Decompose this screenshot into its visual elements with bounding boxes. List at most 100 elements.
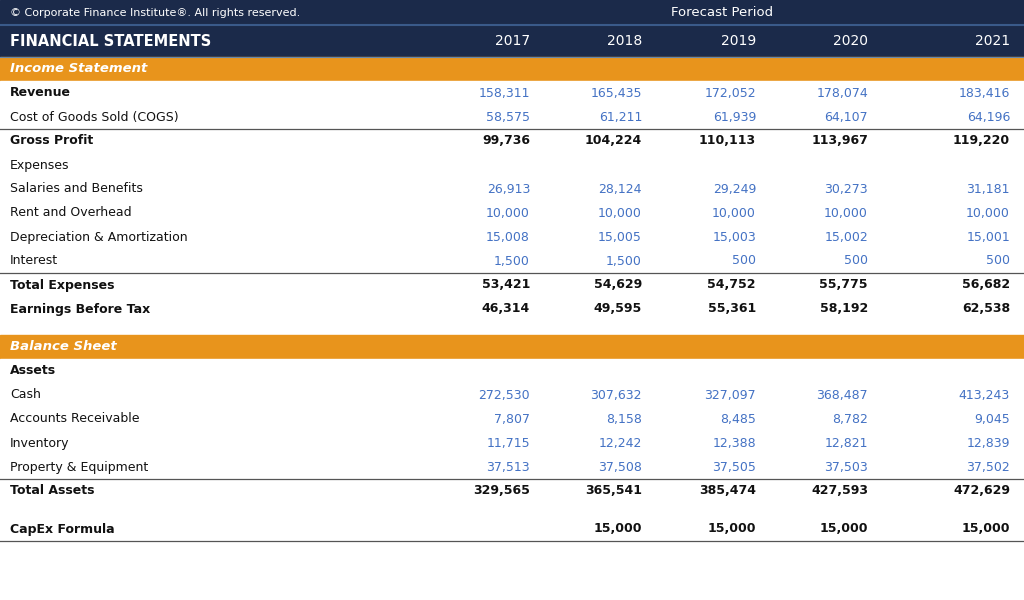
Text: 37,503: 37,503 xyxy=(824,461,868,473)
Text: 15,008: 15,008 xyxy=(486,230,530,244)
Text: 2020: 2020 xyxy=(833,34,868,48)
Text: 8,158: 8,158 xyxy=(606,413,642,425)
Bar xyxy=(0,153,1024,177)
Text: Cash: Cash xyxy=(10,389,41,401)
Text: Assets: Assets xyxy=(10,364,56,377)
Text: 158,311: 158,311 xyxy=(478,86,530,100)
Text: 30,273: 30,273 xyxy=(824,182,868,196)
Text: 54,752: 54,752 xyxy=(708,278,756,292)
Text: 37,505: 37,505 xyxy=(712,461,756,473)
Text: 8,782: 8,782 xyxy=(833,413,868,425)
Text: 10,000: 10,000 xyxy=(486,206,530,220)
Text: 37,502: 37,502 xyxy=(967,461,1010,473)
Bar xyxy=(0,0,1024,25)
Text: 15,000: 15,000 xyxy=(962,523,1010,535)
Bar xyxy=(0,201,1024,225)
Bar xyxy=(0,273,1024,297)
Text: Revenue: Revenue xyxy=(10,86,71,100)
Text: Income Statement: Income Statement xyxy=(10,62,147,76)
Text: Rent and Overhead: Rent and Overhead xyxy=(10,206,132,220)
Text: 15,000: 15,000 xyxy=(708,523,756,535)
Text: 500: 500 xyxy=(732,254,756,268)
Text: 15,000: 15,000 xyxy=(819,523,868,535)
Text: 26,913: 26,913 xyxy=(486,182,530,196)
Text: Gross Profit: Gross Profit xyxy=(10,134,93,148)
Text: 7,807: 7,807 xyxy=(494,413,530,425)
Text: 413,243: 413,243 xyxy=(958,389,1010,401)
Text: 37,513: 37,513 xyxy=(486,461,530,473)
Text: 113,967: 113,967 xyxy=(811,134,868,148)
Text: Total Expenses: Total Expenses xyxy=(10,278,115,292)
Text: 119,220: 119,220 xyxy=(953,134,1010,148)
Text: 10,000: 10,000 xyxy=(598,206,642,220)
Text: 327,097: 327,097 xyxy=(705,389,756,401)
Text: 368,487: 368,487 xyxy=(816,389,868,401)
Text: 8,485: 8,485 xyxy=(720,413,756,425)
Bar xyxy=(0,455,1024,479)
Text: 54,629: 54,629 xyxy=(594,278,642,292)
Text: Forecast Period: Forecast Period xyxy=(672,6,773,19)
Text: 12,821: 12,821 xyxy=(824,437,868,449)
Text: 58,575: 58,575 xyxy=(486,110,530,124)
Bar xyxy=(0,517,1024,541)
Text: 12,242: 12,242 xyxy=(599,437,642,449)
Text: 12,388: 12,388 xyxy=(713,437,756,449)
Text: 1,500: 1,500 xyxy=(495,254,530,268)
Text: 2021: 2021 xyxy=(975,34,1010,48)
Text: 55,361: 55,361 xyxy=(708,302,756,316)
Text: 53,421: 53,421 xyxy=(481,278,530,292)
Text: 1,500: 1,500 xyxy=(606,254,642,268)
Text: 62,538: 62,538 xyxy=(962,302,1010,316)
Text: Interest: Interest xyxy=(10,254,58,268)
Text: 15,000: 15,000 xyxy=(594,523,642,535)
Text: 12,839: 12,839 xyxy=(967,437,1010,449)
Text: Accounts Receivable: Accounts Receivable xyxy=(10,413,139,425)
Text: 58,192: 58,192 xyxy=(820,302,868,316)
Text: 500: 500 xyxy=(844,254,868,268)
Text: 31,181: 31,181 xyxy=(967,182,1010,196)
Text: 2019: 2019 xyxy=(721,34,756,48)
Text: 365,541: 365,541 xyxy=(585,485,642,497)
Text: Property & Equipment: Property & Equipment xyxy=(10,461,148,473)
Bar xyxy=(0,431,1024,455)
Text: 307,632: 307,632 xyxy=(591,389,642,401)
Text: Inventory: Inventory xyxy=(10,437,70,449)
Text: 178,074: 178,074 xyxy=(816,86,868,100)
Bar xyxy=(0,297,1024,321)
Bar xyxy=(0,407,1024,431)
Text: 183,416: 183,416 xyxy=(958,86,1010,100)
Text: Depreciation & Amortization: Depreciation & Amortization xyxy=(10,230,187,244)
Text: 329,565: 329,565 xyxy=(473,485,530,497)
Bar xyxy=(0,81,1024,105)
Text: 165,435: 165,435 xyxy=(591,86,642,100)
Text: 11,715: 11,715 xyxy=(486,437,530,449)
Text: Earnings Before Tax: Earnings Before Tax xyxy=(10,302,151,316)
Text: 61,939: 61,939 xyxy=(713,110,756,124)
Text: 28,124: 28,124 xyxy=(598,182,642,196)
Text: 2018: 2018 xyxy=(607,34,642,48)
Text: 472,629: 472,629 xyxy=(953,485,1010,497)
Text: 64,107: 64,107 xyxy=(824,110,868,124)
Text: 10,000: 10,000 xyxy=(712,206,756,220)
Text: 46,314: 46,314 xyxy=(481,302,530,316)
Bar xyxy=(0,479,1024,503)
Text: 29,249: 29,249 xyxy=(713,182,756,196)
Text: 56,682: 56,682 xyxy=(962,278,1010,292)
Bar xyxy=(0,105,1024,129)
Text: Cost of Goods Sold (COGS): Cost of Goods Sold (COGS) xyxy=(10,110,178,124)
Text: 104,224: 104,224 xyxy=(585,134,642,148)
Bar xyxy=(0,249,1024,273)
Text: Expenses: Expenses xyxy=(10,158,70,172)
Text: Total Assets: Total Assets xyxy=(10,485,94,497)
Text: 10,000: 10,000 xyxy=(824,206,868,220)
Bar xyxy=(0,25,1024,57)
Text: 110,113: 110,113 xyxy=(698,134,756,148)
Text: 385,474: 385,474 xyxy=(699,485,756,497)
Text: 99,736: 99,736 xyxy=(482,134,530,148)
Text: © Corporate Finance Institute®. All rights reserved.: © Corporate Finance Institute®. All righ… xyxy=(10,7,300,17)
Text: 37,508: 37,508 xyxy=(598,461,642,473)
Text: 9,045: 9,045 xyxy=(974,413,1010,425)
Text: 15,005: 15,005 xyxy=(598,230,642,244)
Text: 15,001: 15,001 xyxy=(967,230,1010,244)
Text: 272,530: 272,530 xyxy=(478,389,530,401)
